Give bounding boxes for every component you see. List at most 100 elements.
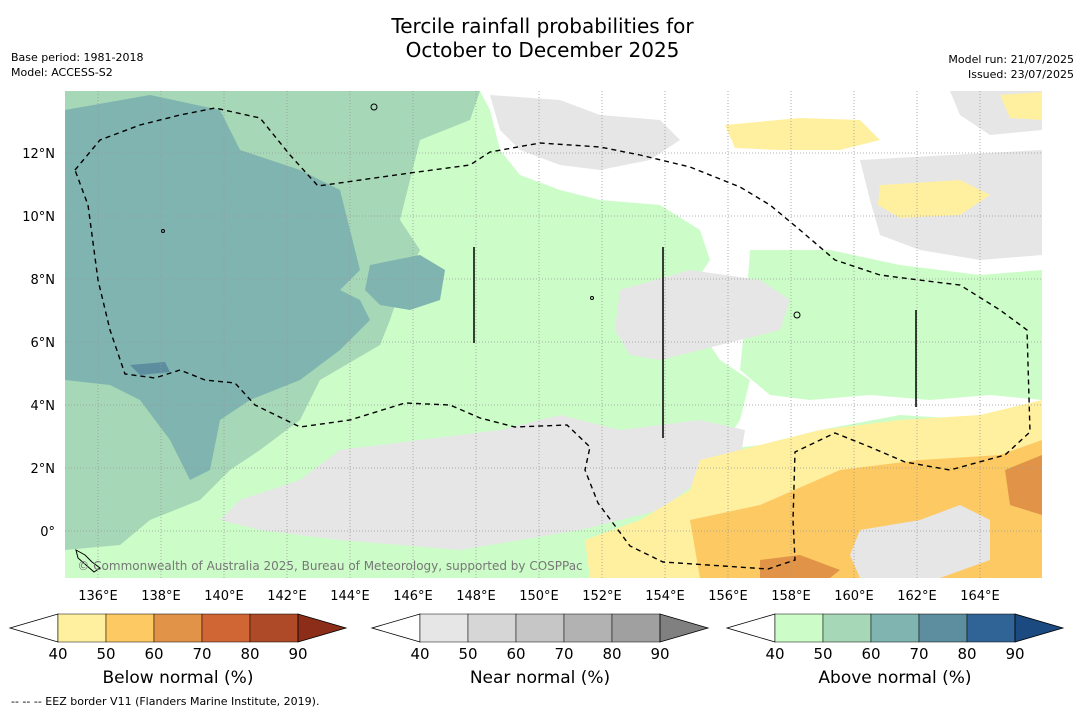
longitude-label: 156°E (708, 589, 748, 604)
colorbar-segment (249, 613, 299, 643)
longitude-label: 164°E (960, 589, 1000, 604)
colorbar-tick: 50 (96, 645, 115, 662)
latitude-labels: 12°N 10°N 8°N 6°N 4°N 2°N 0° (22, 147, 55, 540)
colorbar-extend-high (1014, 613, 1065, 643)
longitude-label: 158°E (771, 589, 811, 604)
issued-label: Issued: 23/07/2025 (967, 68, 1074, 81)
colorbar-segment (918, 613, 968, 643)
colorbar-extend-high (297, 613, 348, 643)
below-normal-ne-patch (878, 180, 990, 218)
longitude-label: 140°E (204, 589, 244, 604)
below-normal-north-patch (725, 118, 880, 150)
latitude-label: 4°N (31, 399, 56, 414)
colorbar-segment (201, 613, 251, 643)
footer-legend: -- -- -- EEZ border V11 (Flanders Marine… (11, 695, 320, 708)
colorbar-segment (419, 613, 469, 643)
near-normal-central-patch (615, 270, 790, 360)
longitude-label: 142°E (267, 589, 307, 604)
colorbar-extend-low (370, 613, 421, 643)
longitude-label: 160°E (834, 589, 874, 604)
island (370, 103, 378, 111)
above-normal-80-patch (130, 362, 170, 375)
colorbar-tick: 90 (650, 645, 669, 662)
colorbar-above-normal: 40 50 60 70 80 90 (725, 613, 1065, 662)
chart-title: Tercile rainfall probabilities for Octob… (0, 14, 1085, 62)
meta-right: Model run: 21/07/2025 Issued: 23/07/2025 (948, 52, 1074, 82)
longitude-label: 144°E (330, 589, 370, 604)
longitude-label: 148°E (456, 589, 496, 604)
colorbar-title-near: Near normal (%) (469, 668, 611, 688)
colorbar-tick: 80 (240, 645, 259, 662)
above-normal-70-central (365, 255, 445, 310)
near-normal-north-patch (490, 95, 680, 170)
meta-left: Base period: 1981-2018 Model: ACCESS-S2 (11, 50, 143, 80)
colorbar-segment (966, 613, 1016, 643)
colorbar-below-normal: 40 50 60 70 80 90 (8, 613, 348, 662)
colorbar-tick: 40 (765, 645, 784, 662)
island (161, 229, 165, 233)
near-normal-se-patch (850, 505, 990, 578)
longitude-label: 136°E (78, 589, 118, 604)
colorbar-title-below: Below normal (%) (102, 668, 254, 688)
longitude-label: 150°E (519, 589, 559, 604)
below-normal-70-patch (1005, 455, 1042, 515)
colorbar-tick: 90 (288, 645, 307, 662)
latitude-label: 2°N (31, 462, 56, 477)
colorbar-tick: 90 (1005, 645, 1024, 662)
longitude-label: 162°E (897, 589, 937, 604)
graticule (65, 91, 1042, 578)
longitude-label: 154°E (645, 589, 685, 604)
near-normal-south-band (220, 415, 745, 550)
colorbar-tick: 60 (861, 645, 880, 662)
colorbar-segment (467, 613, 517, 643)
colorbar-segment (822, 613, 872, 643)
marker-lines (473, 247, 917, 438)
island (590, 296, 594, 300)
base-period-label: Base period: 1981-2018 (11, 51, 144, 64)
longitude-label: 138°E (141, 589, 181, 604)
colorbar-extend-high (659, 613, 710, 643)
colorbar-segment (105, 613, 155, 643)
colorbar-segment (774, 613, 824, 643)
latitude-label: 8°N (31, 273, 56, 288)
title-line-1: Tercile rainfall probabilities for (391, 14, 694, 38)
colorbar-tick: 70 (909, 645, 928, 662)
copyright-text: © Commonwealth of Australia 2025, Bureau… (77, 559, 582, 573)
colorbar-extend-low (725, 613, 776, 643)
longitude-labels: 136°E 138°E 140°E 142°E 144°E 146°E 148°E 150°E… (78, 589, 1000, 604)
island (793, 311, 801, 319)
above-normal-70-west (65, 95, 370, 480)
colorbar-tick: 40 (410, 645, 429, 662)
map-fill-layers (65, 91, 1042, 578)
latitude-label: 12°N (22, 147, 55, 162)
longitude-label: 152°E (582, 589, 622, 604)
colorbar-near-normal: 40 50 60 70 80 90 (370, 613, 710, 662)
colorbar-tick: 80 (602, 645, 621, 662)
colorbar-tick: 50 (813, 645, 832, 662)
colorbar-tick: 60 (144, 645, 163, 662)
colorbar-tick: 70 (554, 645, 573, 662)
colorbar-segment (563, 613, 613, 643)
latitude-label: 10°N (22, 210, 55, 225)
colorbar-tick: 40 (48, 645, 67, 662)
islands (75, 103, 801, 573)
rainfall-map: © Commonwealth of Australia 2025, Bureau… (22, 91, 1042, 604)
latitude-label: 6°N (31, 336, 56, 351)
colorbar-segment (515, 613, 565, 643)
colorbar-tick: 60 (506, 645, 525, 662)
eez-borders (74, 107, 1031, 570)
below-normal-70-south (760, 555, 840, 578)
model-run-label: Model run: 21/07/2025 (948, 53, 1074, 66)
colorbar-segment (870, 613, 920, 643)
latitude-label: 0° (40, 525, 55, 540)
colorbar-title-above: Above normal (%) (818, 668, 972, 688)
colorbar-tick: 80 (957, 645, 976, 662)
colorbar-segment (611, 613, 661, 643)
colorbar-tick: 70 (192, 645, 211, 662)
above-normal-east-band (740, 250, 1042, 400)
title-line-2: October to December 2025 (405, 38, 680, 62)
colorbar-segment (57, 613, 107, 643)
colorbar-tick: 50 (458, 645, 477, 662)
colorbar-segment (153, 613, 203, 643)
island (75, 549, 101, 573)
